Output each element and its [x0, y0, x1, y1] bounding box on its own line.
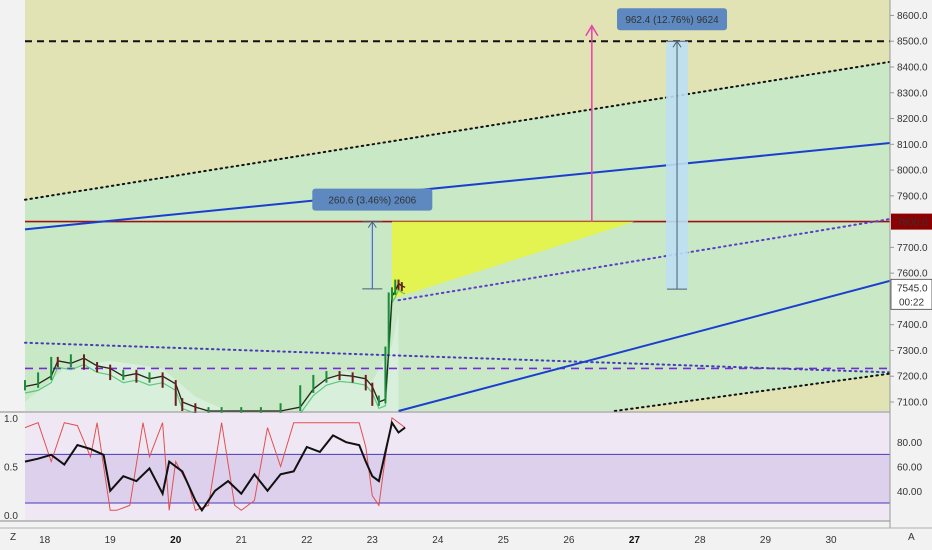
time-tick-label: 24 [432, 535, 444, 546]
osc-left-tick-label: 0.0 [4, 511, 18, 522]
measure-label: 260.6 (3.46%) 2606 [328, 196, 416, 207]
z-label: Z [10, 532, 16, 543]
trendline-mid-dotted[interactable] [397, 218, 891, 302]
osc-right-tick-label: 80.00 [897, 438, 922, 449]
oscillator-axis: 1.0 0.5 0.0 80.00 60.00 40.00 [4, 414, 922, 522]
price-tick-label: 8400.0 [897, 62, 928, 73]
current-price-box [890, 278, 932, 310]
price-tick-label: 7700.0 [897, 243, 928, 254]
time-tick-label: 29 [760, 535, 772, 546]
time-axis[interactable]: 18 19 20 21 22 23 24 25 26 27 28 29 30 [0, 527, 932, 550]
osc-right-tick-label: 40.00 [897, 487, 922, 498]
axis-background [890, 0, 932, 528]
trendline-upper-solid[interactable] [24, 142, 891, 231]
time-tick-label: 19 [105, 535, 117, 546]
time-tick-label: 21 [236, 535, 248, 546]
price-tick-label: 7200.0 [897, 372, 928, 383]
price-tick-label: 7100.0 [897, 397, 928, 408]
time-tick-label: 23 [367, 535, 379, 546]
trendline-lower-dotted[interactable] [613, 372, 891, 412]
osc-right-tick-label: 60.00 [897, 463, 922, 474]
time-tick-label: 22 [301, 535, 313, 546]
osc-slow-line[interactable] [24, 417, 406, 511]
osc-fast-line[interactable] [24, 420, 406, 513]
measure-label-box[interactable] [617, 8, 728, 31]
price-tick-label: 8100.0 [897, 140, 928, 151]
osc-left-tick-label: 1.0 [4, 414, 18, 425]
price-pane[interactable]: 260.6 (3.46%) 2606 962.4 (12.76%) 9624 [24, 0, 891, 418]
time-tick-label: 30 [825, 535, 837, 546]
projection-arrowhead [585, 24, 599, 37]
trendline-lower-solid[interactable] [398, 279, 891, 412]
measure-arrowhead [672, 40, 682, 48]
price-tick-label: 7300.0 [897, 346, 928, 357]
measure-label: 962.4 (12.76%) 9624 [625, 15, 719, 26]
price-tick-label: 8000.0 [897, 166, 928, 177]
measure-arrowhead [367, 220, 377, 228]
time-tick-label: 28 [694, 535, 706, 546]
a-label[interactable]: A [908, 532, 915, 543]
time-tick-label: 18 [39, 535, 51, 546]
bottom-bar: Z A [10, 532, 915, 543]
time-tick-label: 20 [170, 535, 182, 546]
price-tick-label: 8500.0 [897, 37, 928, 48]
current-price-label: 7545.0 [897, 283, 928, 294]
price-tick-label: 7400.0 [897, 320, 928, 331]
price-band [25, 360, 229, 411]
price-tick-label: 7600.0 [897, 269, 928, 280]
resistance-price-box [891, 213, 932, 230]
time-tick-label: 27 [629, 535, 641, 546]
price-axis[interactable]: 8600.0 8500.0 8400.0 8300.0 8200.0 8100.0 8000… [889, 0, 932, 528]
price-tick-label: 8200.0 [897, 114, 928, 125]
time-tick-label: 25 [498, 535, 510, 546]
price-tick-label: 7900.0 [897, 191, 928, 202]
projection-triangle[interactable] [392, 221, 635, 299]
measure-label-box[interactable] [312, 188, 433, 211]
price-tick-label: 8600.0 [897, 11, 928, 22]
resistance-price-label: 7800.0 [897, 218, 928, 229]
price-tick-label: 8300.0 [897, 88, 928, 99]
oscillator-pane[interactable] [0, 411, 932, 522]
trendline-low-dotted-purple[interactable] [24, 341, 891, 374]
time-tick-label: 26 [563, 535, 575, 546]
osc-left-tick-label: 0.5 [4, 463, 18, 474]
time-axis-background [0, 528, 932, 550]
candle-countdown-label: 00:22 [899, 297, 924, 308]
